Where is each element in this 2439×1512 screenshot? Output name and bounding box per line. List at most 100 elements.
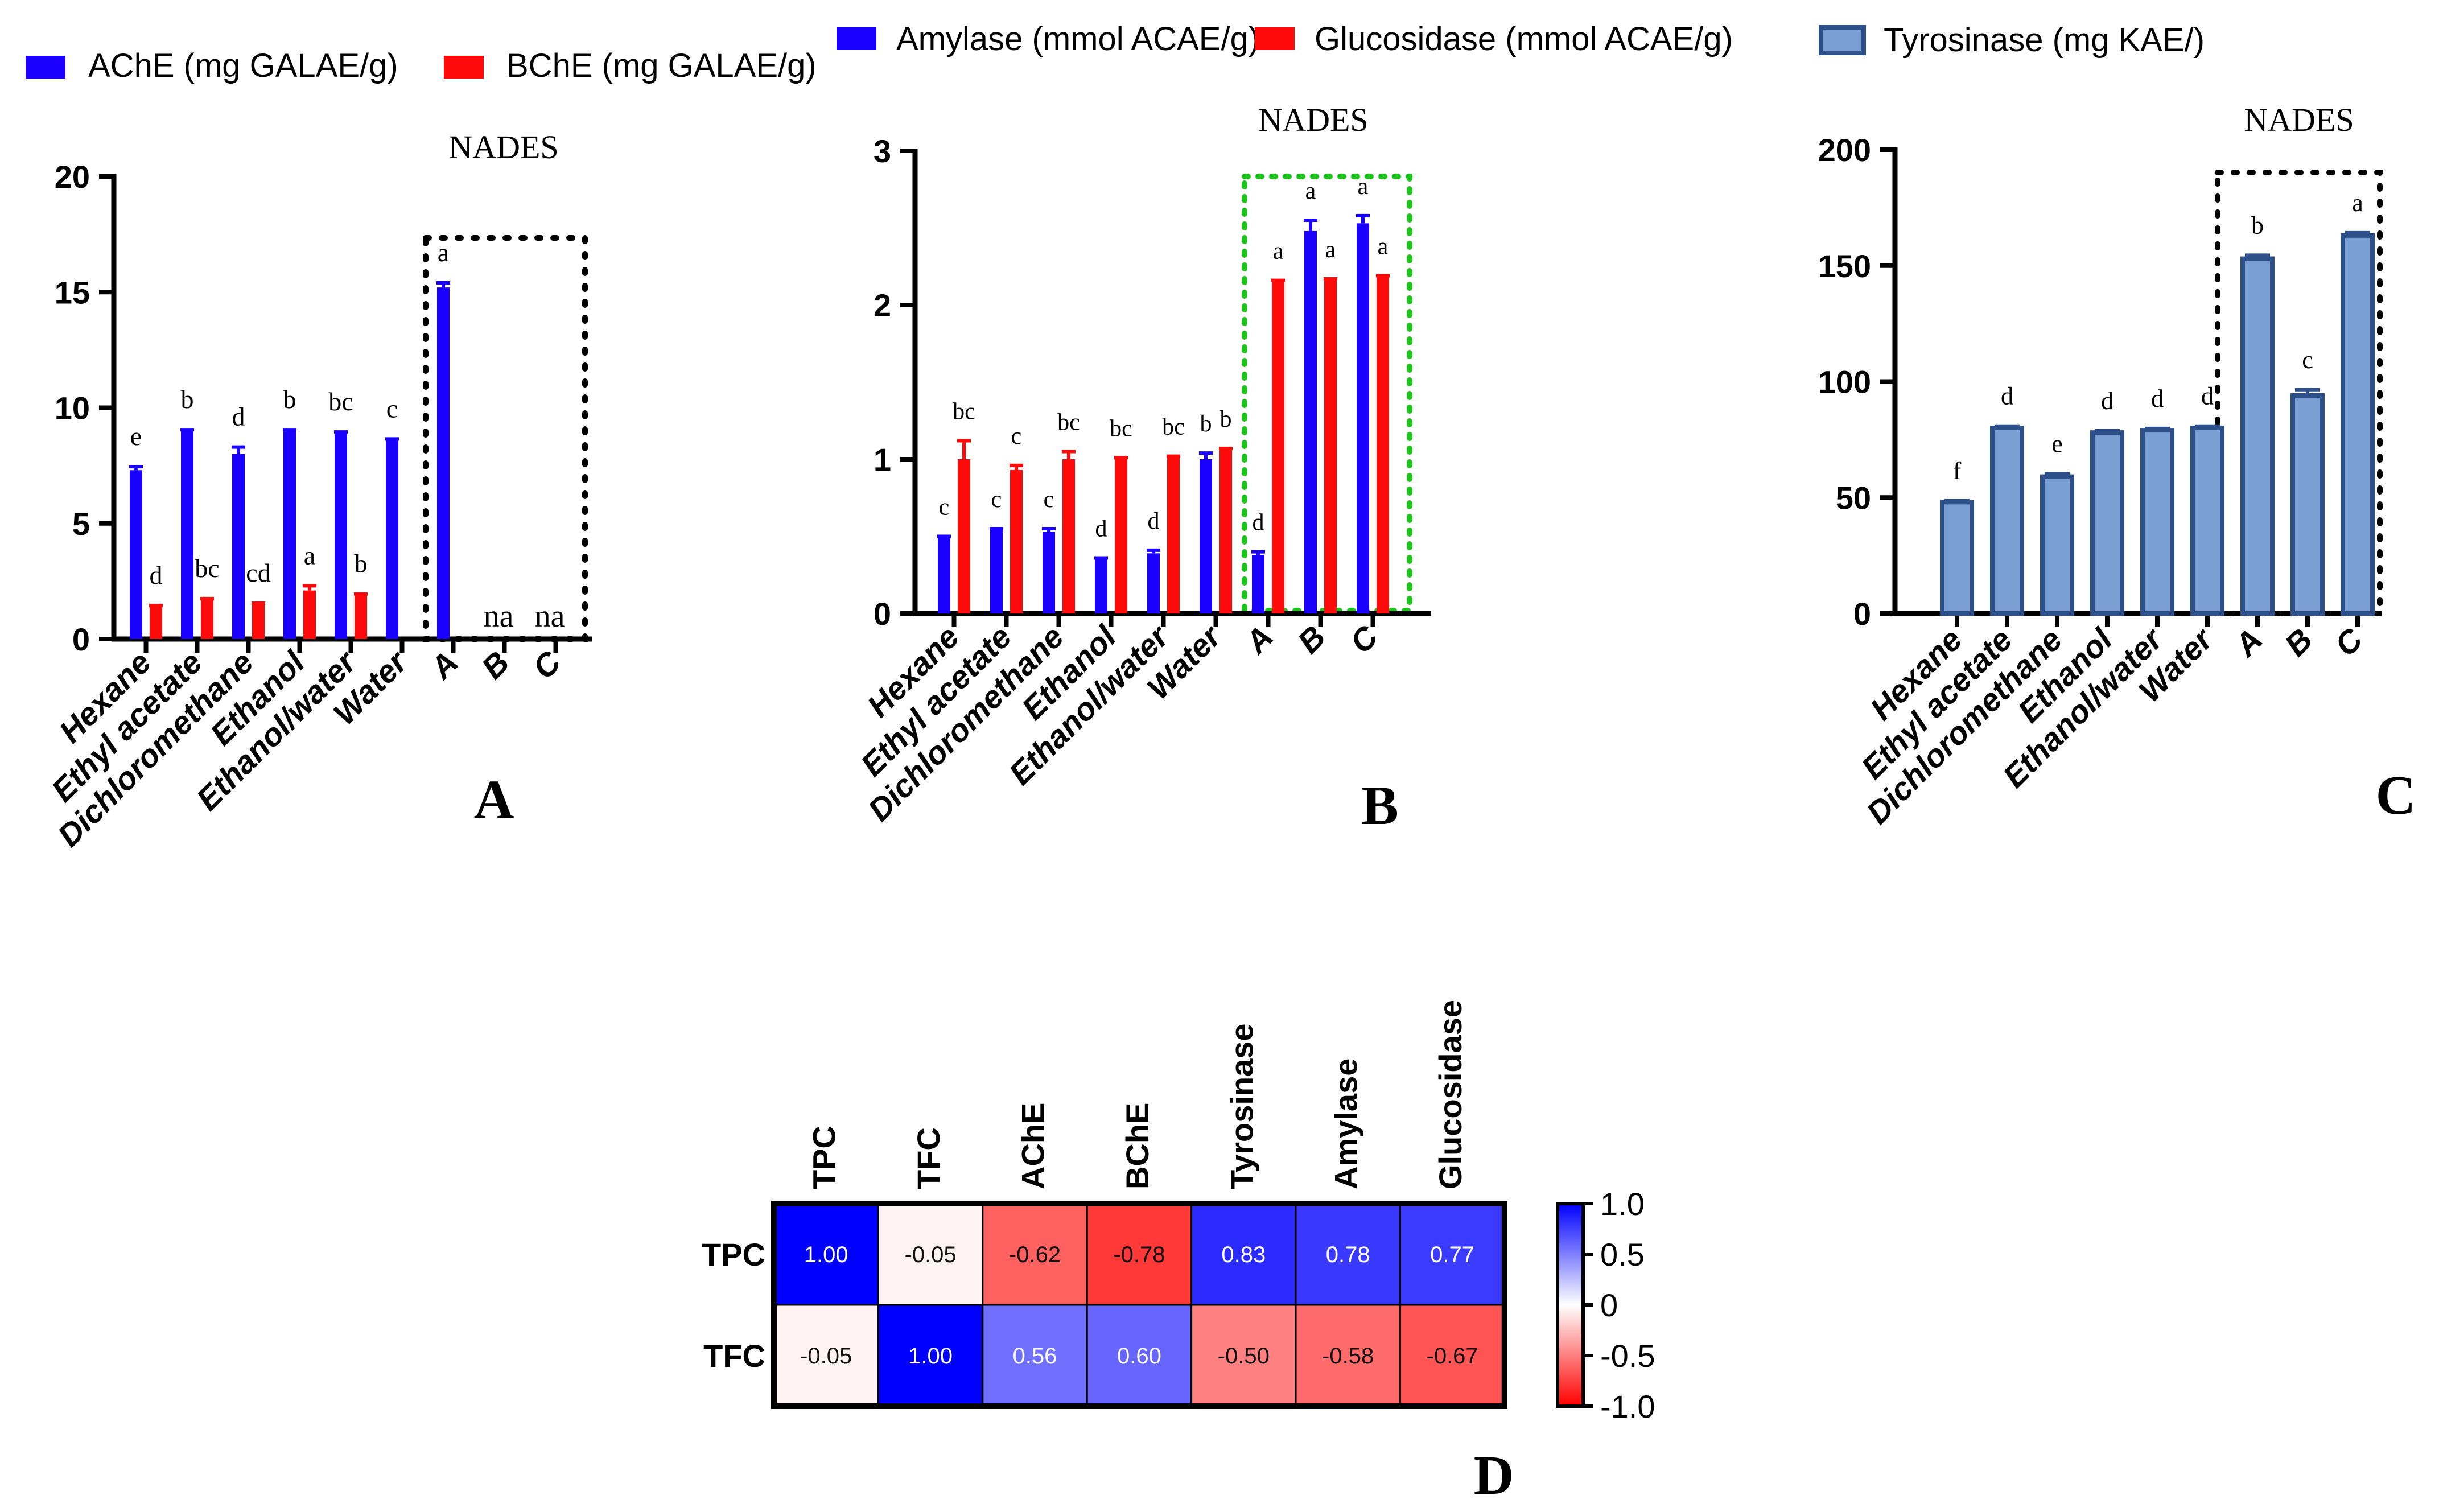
panel-a-significance-letter: a [438, 238, 449, 267]
panel-a-significance-letter: cd [246, 558, 270, 587]
panel-a-significance-letter: bc [328, 387, 353, 416]
panel-c-significance-letter: d [2201, 382, 2214, 410]
panel-c-bar-tyrosinase-mg-kae-ethyl-acetate [1990, 426, 2024, 616]
panel-c-y-tick-label: 200 [1818, 132, 1871, 168]
panel-b-significance-letter: a [1305, 178, 1316, 204]
legend-label-tyrosinase: Tyrosinase (mg KAE/) [1884, 22, 2205, 59]
panel-a-significance-letter: d [150, 561, 163, 590]
panel-b-y-tick-label: 3 [874, 133, 891, 169]
panel-b-significance-letter: a [1358, 174, 1369, 200]
heatmap-cell-tpc-glucosidase [1399, 1202, 1506, 1306]
colorbar-tick-label: 0 [1600, 1287, 1618, 1323]
heatmap-cell-value: 0.56 [1013, 1344, 1057, 1369]
panel-c-bar-tyrosinase-mg-kae-a [2240, 256, 2275, 616]
panel-c-bar-tyrosinase-mg-kae-b [2290, 393, 2325, 616]
panel-c-category-label: A [2227, 621, 2269, 664]
panel-a-significance-letter: a [304, 541, 315, 570]
panel-b-significance-letter: c [1011, 423, 1022, 450]
panel-b-significance-letter: bc [1057, 409, 1080, 435]
panel-b-bar-glucosidase-mmol-acae-g-b [1324, 280, 1337, 613]
panel-b-significance-letter: a [1325, 237, 1336, 263]
panel-c-significance-letter: d [2101, 387, 2113, 415]
panel-b-bar-glucosidase-mmol-acae-g-water [1220, 450, 1232, 613]
panel-b-significance-letter: bc [953, 398, 975, 425]
panel-a-bar-ache-mg-galae-g-ethanol-water [335, 433, 347, 639]
heatmap-column-label: TFC [910, 1127, 946, 1189]
panel-a-subtitle: NADES [448, 129, 558, 166]
panel-b-bar-amylase-mmol-acae-g-a [1252, 555, 1264, 613]
legend-label-bche: BChE (mg GALAE/g) [506, 47, 817, 84]
panel-b-bar-amylase-mmol-acae-g-ethanol-water [1147, 553, 1160, 613]
legend-swatch-tyrosinase [1819, 25, 1866, 55]
panel-c-category-label: C [2327, 621, 2370, 663]
panel-a-bar-ache-mg-galae-g-water [386, 440, 398, 639]
panel-b-bar-amylase-mmol-acae-g-ethyl-acetate [990, 530, 1003, 613]
heatmap-column-label: Glucosidase [1432, 1000, 1468, 1189]
panel-a-bar-ache-mg-galae-g-hexane [130, 470, 142, 639]
legend-swatch-amylase [837, 27, 876, 50]
panel-c-bar-tyrosinase-mg-kae-dichloromethane [2040, 474, 2074, 616]
panel-a: AChE (mg GALAE/g) BChE (mg GALAE/g) NADE… [26, 47, 817, 854]
panel-c-y-tick-label: 100 [1818, 364, 1871, 400]
panel-a-significance-letter: e [130, 422, 142, 451]
heatmap-cell-value: -0.78 [1113, 1242, 1165, 1267]
heatmap-cell-value: -0.05 [800, 1344, 852, 1369]
heatmap-row-label: TFC [703, 1338, 765, 1374]
panel-d-heatmap: 1.00 -0.05 -0.62 -0.78 0.83 0.78 0.77-0.05 1.00… [702, 1000, 1655, 1424]
panel-c-label: C [2376, 765, 2416, 826]
panel-b-bar-glucosidase-mmol-acae-g-ethanol-water [1167, 458, 1180, 613]
panel-b-y-tick-label: 0 [874, 596, 891, 632]
heatmap-border [771, 1201, 1507, 1409]
panel-a-significance-letter: na [484, 599, 514, 634]
heatmap-cell-value: 0.78 [1326, 1242, 1370, 1267]
panel-a-category-label: B [475, 644, 516, 686]
panel-c-significance-letter: d [2151, 385, 2164, 413]
heatmap-column-label: Tyrosinase [1223, 1023, 1259, 1189]
panel-a-y-tick-label: 5 [72, 506, 90, 542]
panel-c-significance-letter: a [2352, 189, 2363, 217]
panel-b-legend: Amylase (mmol ACAE/g) Glucosidase (mmol … [837, 20, 1733, 57]
panel-c-significance-letter: b [2251, 211, 2264, 239]
heatmap-column-label: AChE [1015, 1103, 1051, 1189]
panel-b-significance-letter: d [1095, 516, 1107, 542]
heatmap-cell-value: -0.67 [1427, 1344, 1478, 1369]
panel-b-significance-letter: c [1044, 487, 1054, 513]
panel-b-significance-letter: d [1148, 508, 1160, 534]
panel-a-y-tick-label: 20 [55, 159, 90, 195]
panel-b-significance-letter: c [939, 495, 950, 521]
panel-c-bar-tyrosinase-mg-kae-ethanol-water [2140, 428, 2174, 616]
panel-b-y-tick-label: 1 [874, 442, 891, 477]
heatmap-cell-value: 0.60 [1117, 1344, 1161, 1369]
panel-b-bar-amylase-mmol-acae-g-dichloromethane [1043, 532, 1055, 613]
heatmap-column-label: Amylase [1328, 1058, 1364, 1189]
heatmap-cell-tfc-bche [1086, 1304, 1193, 1407]
heatmap-cell-tfc-amylase [1295, 1304, 1401, 1407]
panel-c-bar-tyrosinase-mg-kae-c [2341, 233, 2375, 616]
panel-a-bar-ache-mg-galae-g-a [437, 287, 450, 639]
legend-label-ache: AChE (mg GALAE/g) [88, 47, 398, 84]
panel-b-subtitle: NADES [1258, 101, 1368, 138]
heatmap-cell-value: -0.62 [1009, 1242, 1061, 1267]
panel-a-category-label: C [526, 644, 568, 686]
panel-a-bar-bche-mg-galae-g-ethyl-acetate [201, 599, 213, 639]
panel-a-significance-letter: na [535, 599, 565, 634]
panel-b-bar-glucosidase-mmol-acae-g-hexane [958, 459, 970, 613]
panel-b-significance-letter: a [1378, 234, 1389, 260]
panel-b-bar-glucosidase-mmol-acae-g-dichloromethane [1062, 459, 1075, 613]
panel-a-y-tick-label: 0 [72, 621, 90, 657]
panel-a-bar-ache-mg-galae-g-dichloromethane [232, 454, 245, 639]
legend-swatch-ache [26, 56, 65, 79]
panel-b-significance-letter: c [991, 487, 1002, 513]
panel-a-significance-letter: bc [195, 554, 219, 583]
legend-label-amylase: Amylase (mmol ACAE/g) [896, 20, 1259, 57]
panel-c-significance-letter: e [2051, 430, 2063, 458]
heatmap-column-label: TPC [806, 1126, 842, 1189]
panel-c-bar-tyrosinase-mg-kae-ethanol [2090, 430, 2124, 616]
panel-c-y-tick-label: 0 [1853, 596, 1871, 632]
panel-b-category-label: C [1343, 618, 1385, 660]
heatmap-cell-value: 1.00 [804, 1242, 848, 1267]
panel-c-significance-letter: d [2001, 382, 2013, 410]
panel-c-significance-letter: c [2302, 346, 2313, 374]
panel-a-label: A [474, 769, 514, 831]
